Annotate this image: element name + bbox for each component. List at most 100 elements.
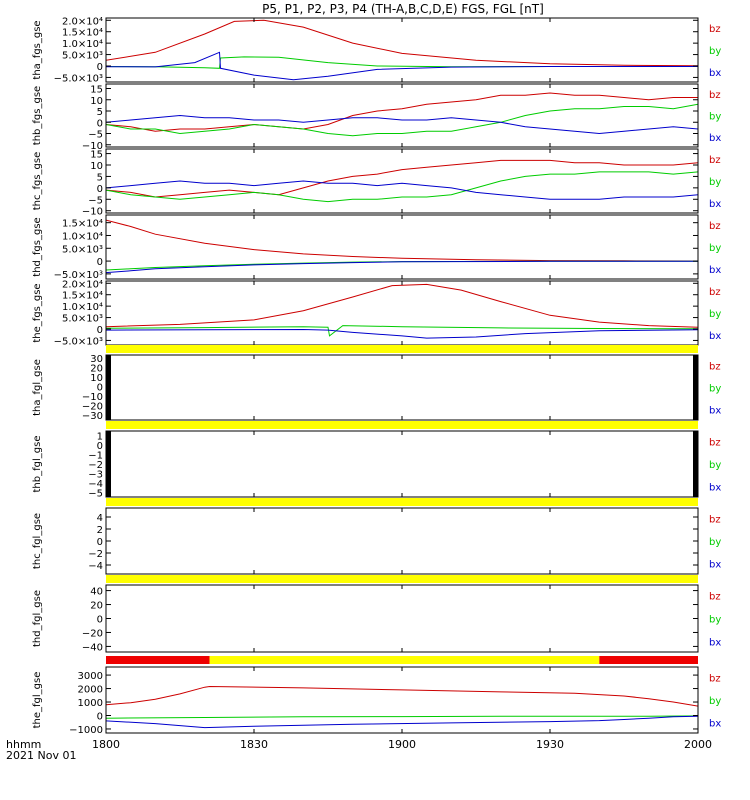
y-tick-label: 40 (90, 587, 103, 598)
y-tick-label: 15 (90, 85, 103, 96)
series-bz-line (106, 19, 698, 67)
y-tick-label: −10 (82, 141, 103, 152)
y-axis-label: thb_fgs_gse (32, 86, 43, 145)
panel-frame (105, 430, 699, 498)
series-bz-line (106, 685, 698, 707)
y-tick-label: −5 (88, 130, 103, 141)
y-axis-label: the_fgs_gse (32, 283, 43, 342)
panel-frame (105, 584, 699, 653)
y-tick-label: 4 (97, 513, 103, 524)
series-bz-line (106, 92, 698, 132)
panel-the_fgl_gse: 3000 2000 1000 0 −1000 the_fgl_gse bz by bx (32, 656, 721, 736)
date-label: 2021 Nov 01 (6, 749, 76, 762)
series-bz-line (106, 219, 698, 262)
legend-bz: bz (709, 155, 721, 166)
legend-bx: bx (709, 637, 721, 648)
x-axis: 1800 1830 1900 1930 2000 (92, 738, 712, 751)
y-tick-label: −5.0×10³ (54, 336, 103, 347)
legend-bx: bx (709, 331, 721, 342)
series-by-line (106, 171, 698, 203)
y-tick-label: 2 (97, 525, 103, 536)
series-bz-line (106, 283, 698, 328)
y-tick-label: −5 (88, 195, 103, 206)
series-bx-line (106, 260, 698, 274)
y-tick-label: 20 (90, 363, 103, 374)
legend-bz: bz (709, 438, 721, 449)
legend-bz: bz (709, 24, 721, 35)
y-tick-label: −10 (82, 207, 103, 218)
series-bx-line (106, 51, 698, 81)
y-axis-label: the_fgl_gse (32, 672, 43, 729)
legend-bz: bz (709, 515, 721, 526)
status-bar-segment (209, 656, 600, 664)
y-tick-label: 1 (97, 432, 103, 443)
y-tick-label: 2.0×10⁴ (62, 279, 103, 290)
y-tick-label: −30 (82, 411, 103, 422)
y-tick-label: −20 (82, 402, 103, 413)
y-tick-label: 1.0×10⁴ (62, 302, 103, 313)
y-tick-label: 10 (90, 161, 103, 172)
y-axis-label: thc_fgl_gse (32, 513, 43, 569)
x-tick-label: 1830 (240, 738, 268, 751)
y-tick-label: 0 (97, 257, 103, 268)
legend-bz: bz (709, 221, 721, 232)
y-tick-label: 0 (97, 62, 103, 73)
legend-bx: bx (709, 68, 721, 79)
legend-bz: bz (709, 287, 721, 298)
series-bx-line (106, 328, 698, 339)
y-tick-label: 0 (97, 441, 103, 452)
y-tick-label: 0 (97, 383, 103, 394)
legend-by: by (709, 177, 721, 188)
y-tick-label: 30 (90, 354, 103, 365)
y-tick-label: −5.0×10³ (54, 270, 103, 281)
data-gap-left (106, 355, 111, 420)
y-tick-label: 1.5×10⁴ (62, 219, 103, 230)
panel-thd_fgl_gse: 40 20 0 −20 −40 thd_fgl_gse bz by bx (32, 575, 721, 653)
legend-bx: bx (709, 265, 721, 276)
y-tick-label: 10 (90, 373, 103, 384)
status-bar (106, 498, 698, 506)
y-tick-label: 2000 (78, 685, 103, 696)
y-tick-label: −40 (82, 642, 103, 653)
legend-by: by (709, 309, 721, 320)
chart-title: P5, P1, P2, P3, P4 (TH-A,B,C,D,E) FGS, F… (262, 2, 544, 16)
legend-by: by (709, 243, 721, 254)
y-tick-label: 15 (90, 150, 103, 161)
y-tick-label: −4 (88, 479, 103, 490)
data-gap-right (693, 355, 698, 420)
panel-frame (105, 148, 699, 214)
time-axis-label: hhmm (6, 738, 41, 751)
y-tick-label: 1.5×10⁴ (62, 291, 103, 302)
panel-frame (105, 507, 699, 575)
y-tick-label: −10 (82, 392, 103, 403)
legend-bx: bx (709, 199, 721, 210)
legend-bx: bx (709, 482, 721, 493)
y-tick-label: 1.5×10⁴ (62, 28, 103, 39)
y-tick-label: −2 (88, 549, 103, 560)
legend-bx: bx (709, 406, 721, 417)
y-tick-label: 0 (97, 537, 103, 548)
y-tick-label: 0 (97, 184, 103, 195)
series-bx-line (106, 180, 698, 200)
y-tick-label: 0 (97, 711, 103, 722)
y-axis-label: tha_fgl_gse (32, 359, 43, 416)
y-axis-label: thd_fgs_gse (32, 217, 43, 276)
panel-thc_fgl_gse: 420−2−4 thc_fgl_gse bz by bx (32, 498, 721, 575)
y-tick-label: 5 (97, 107, 103, 118)
legend-by: by (709, 696, 721, 707)
y-tick-label: 0 (97, 325, 103, 336)
y-tick-label: 10 (90, 96, 103, 107)
legend-by: by (709, 615, 721, 626)
legend-bx: bx (709, 133, 721, 144)
x-tick-label: 2000 (684, 738, 712, 751)
y-tick-label: 5.0×10³ (62, 244, 103, 255)
y-tick-label: 5.0×10³ (62, 51, 103, 62)
y-tick-label: 3000 (78, 671, 103, 682)
status-bar (106, 421, 698, 429)
status-bar (106, 575, 698, 583)
y-tick-label: −4 (88, 561, 103, 572)
y-tick-label: −5.0×10³ (54, 73, 103, 84)
